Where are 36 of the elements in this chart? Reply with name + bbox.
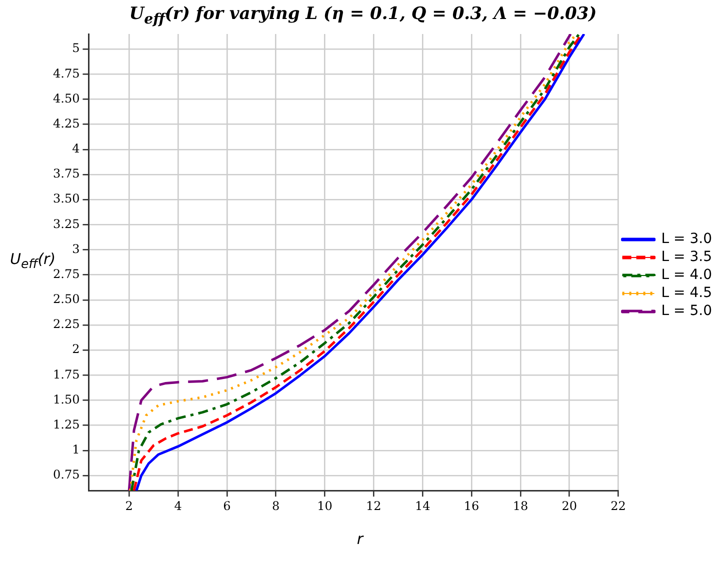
x-tick-label: 14 bbox=[414, 498, 431, 513]
y-tick-label: 1.25 bbox=[53, 417, 80, 432]
y-tick-label: 1 bbox=[72, 442, 80, 457]
x-tick-label: 8 bbox=[272, 498, 280, 513]
y-tick-label: 2 bbox=[72, 342, 80, 356]
x-tick-label: 4 bbox=[174, 498, 182, 513]
y-tick-label: 1.75 bbox=[53, 367, 80, 382]
y-tick-label: 4.75 bbox=[53, 66, 80, 80]
y-tick-label: 5 bbox=[72, 41, 80, 56]
x-tick-label: 18 bbox=[512, 498, 528, 513]
legend-label: L = 4.0 bbox=[661, 267, 712, 284]
x-tick-label: 2 bbox=[125, 498, 133, 513]
y-tick-label: 3.75 bbox=[53, 166, 80, 181]
x-tick-label: 22 bbox=[610, 498, 626, 513]
y-tick-label: 3 bbox=[72, 242, 80, 256]
y-tick-label: 2.50 bbox=[53, 292, 80, 306]
y-tick-label: 4.25 bbox=[53, 116, 80, 130]
legend-label: L = 5.0 bbox=[661, 303, 712, 320]
y-tick-label: 4 bbox=[72, 142, 80, 156]
chart-title: U$_{eff}$(r) for varying L (η = 0.1, Q = 0.3, Λ = −0.03) bbox=[128, 4, 598, 28]
y-tick-label: 3.50 bbox=[53, 192, 80, 206]
x-axis-title: r bbox=[356, 530, 365, 548]
x-tick-label: 6 bbox=[223, 498, 231, 513]
x-tick-label: 12 bbox=[366, 498, 382, 513]
y-tick-label: 3.25 bbox=[53, 216, 80, 231]
x-tick-label: 20 bbox=[562, 498, 578, 513]
y-tick-label: 4.50 bbox=[53, 91, 80, 106]
legend-label: L = 3.5 bbox=[661, 249, 712, 266]
x-tick-label: 10 bbox=[317, 498, 332, 513]
legend-label: L = 4.5 bbox=[661, 285, 712, 302]
x-tick-label: 16 bbox=[464, 498, 480, 513]
legend-label: L = 3.0 bbox=[661, 231, 712, 248]
y-tick-label: 2.75 bbox=[53, 266, 80, 281]
y-tick-label: 1.50 bbox=[53, 392, 80, 406]
y-tick-label: 2.25 bbox=[53, 317, 80, 332]
y-tick-label: 0.75 bbox=[53, 468, 80, 482]
